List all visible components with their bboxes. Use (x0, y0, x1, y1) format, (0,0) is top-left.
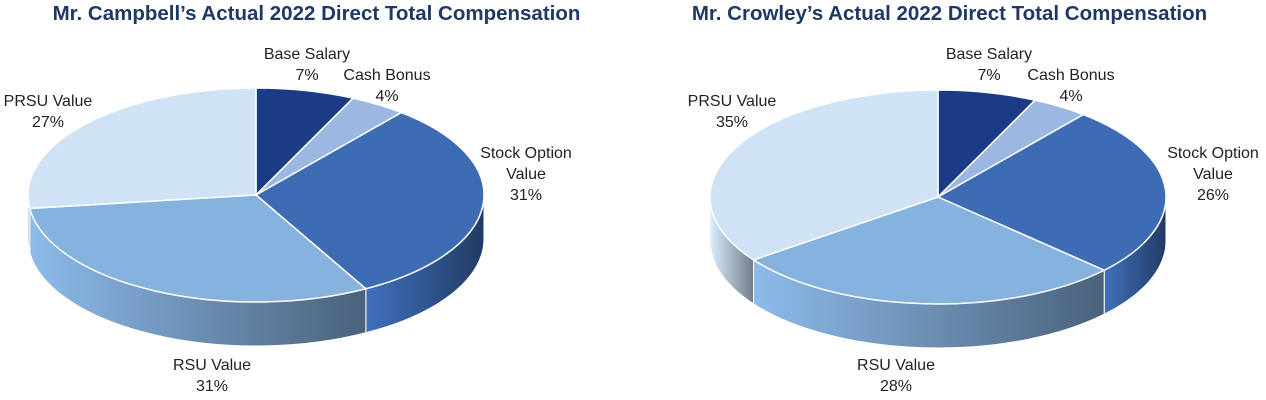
slice-label-stock-option-value: Stock Option Value 31% (480, 145, 572, 204)
slice-label-rsu-value: RSU Value 28% (857, 357, 935, 395)
slice-label-base-salary: Base Salary 7% (264, 46, 350, 84)
slice-label-base-salary: Base Salary 7% (946, 46, 1032, 84)
pie-chart-crowley: Base Salary 7% Cash Bonus 4% Stock Option Val… (688, 46, 1259, 395)
chart-campbell: Mr. Campbell’s Actual 2022 Direct Total … (4, 2, 581, 395)
chart-title: Mr. Crowley’s Actual 2022 Direct Total C… (691, 2, 1208, 25)
slice-label-stock-option-value: Stock Option Value 26% (1167, 145, 1259, 204)
pie-top (709, 89, 1167, 305)
pie-chart-campbell: Base Salary 7% Cash Bonus 4% Stock Option Val… (4, 46, 572, 395)
pie-labels: Base Salary 7% Cash Bonus 4% Stock Option Val… (4, 46, 572, 395)
slice-label-cash-bonus: Cash Bonus 4% (343, 67, 430, 105)
pie-labels: Base Salary 7% Cash Bonus 4% Stock Option Val… (688, 46, 1259, 395)
slice-label-rsu-value: RSU Value 31% (173, 357, 251, 395)
pie-slice-stock-option-value (936, 113, 1167, 272)
pie-slice-prsu-value (27, 87, 257, 210)
pie-slice-stock-option-value (254, 111, 485, 290)
chart-crowley: Mr. Crowley’s Actual 2022 Direct Total C… (633, 0, 1266, 400)
pie-slice-rsu-value (28, 194, 368, 303)
slice-label-prsu-value: PRSU Value 35% (688, 93, 777, 131)
chart-title: Mr. Campbell’s Actual 2022 Direct Total … (52, 2, 581, 25)
pie-slice-prsu-value (709, 89, 939, 261)
pie-slice-rsu-value (751, 196, 1106, 305)
pie-top (27, 87, 485, 303)
slice-label-cash-bonus: Cash Bonus 4% (1027, 67, 1114, 105)
slice-label-prsu-value: PRSU Value 27% (4, 93, 93, 131)
